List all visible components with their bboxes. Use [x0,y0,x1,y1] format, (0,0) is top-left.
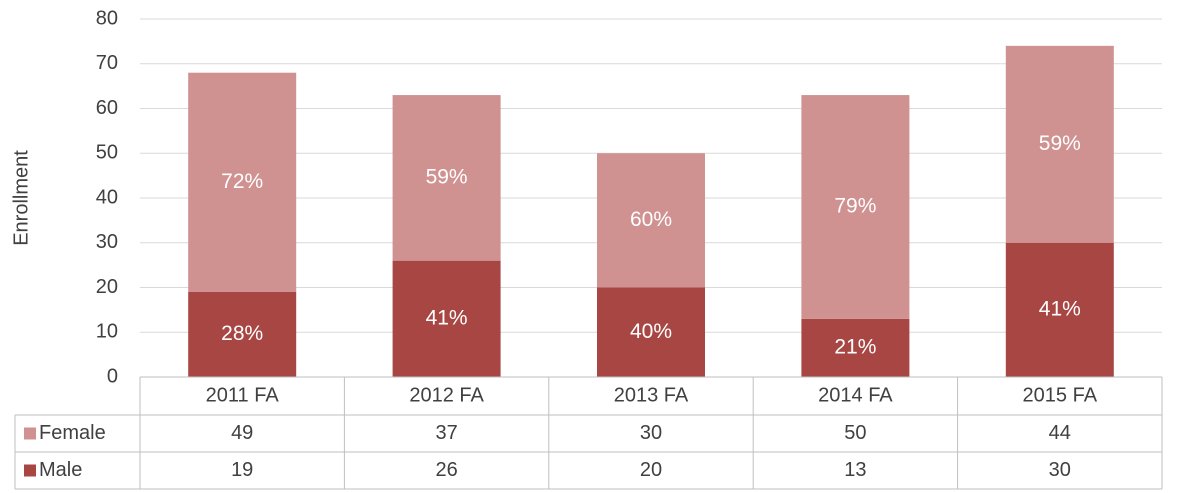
table-value: 49 [231,422,253,444]
table-value: 26 [435,459,457,481]
y-tick-label: 70 [96,52,118,74]
table-value: 20 [640,459,662,481]
percent-label: 60% [630,208,672,231]
table-value: 30 [1049,459,1071,481]
percent-label: 40% [630,320,672,343]
x-tick-label: 2013 FA [614,384,689,406]
bar-segment [597,153,705,288]
percent-label: 41% [1039,297,1081,320]
y-tick-label: 0 [107,365,118,387]
y-tick-label: 20 [96,276,118,298]
x-tick-label: 2014 FA [818,384,893,406]
bar-segment [801,318,910,377]
y-tick-label: 40 [96,186,118,208]
y-tick-label: 30 [96,231,118,253]
bar-segment [597,287,705,377]
y-tick-label: 50 [96,142,118,164]
bar-segment [392,260,501,377]
legend-key [24,427,36,440]
bar-segment [188,72,297,292]
x-tick-label: 2011 FA [206,384,280,406]
bar-segment [801,95,910,319]
x-tick-label: 2012 FA [409,384,484,406]
bar-segment [1005,242,1114,377]
table-value: 44 [1049,422,1071,444]
percent-label: 79% [834,194,876,217]
percent-label: 28% [221,322,263,345]
legend-label: Male [39,459,82,481]
table-value: 30 [640,422,662,444]
y-axis-label: Enrollment [10,150,32,246]
table-value: 37 [435,422,457,444]
y-tick-label: 60 [96,97,118,119]
percent-label: 59% [426,165,468,188]
table-value: 19 [231,459,253,481]
legend-key [24,464,36,477]
percent-label: 59% [1039,132,1081,155]
table-value: 50 [844,422,866,444]
bar-segment [1005,45,1114,243]
x-tick-label: 2015 FA [1023,384,1098,406]
y-tick-label: 80 [96,7,118,29]
y-tick-label: 10 [96,321,118,343]
bar-segment [392,95,501,261]
table-value: 13 [844,459,866,481]
bar-segment [188,291,297,377]
percent-label: 21% [834,335,876,358]
legend-label: Female [39,422,106,444]
percent-label: 41% [426,306,468,329]
percent-label: 72% [221,170,263,193]
